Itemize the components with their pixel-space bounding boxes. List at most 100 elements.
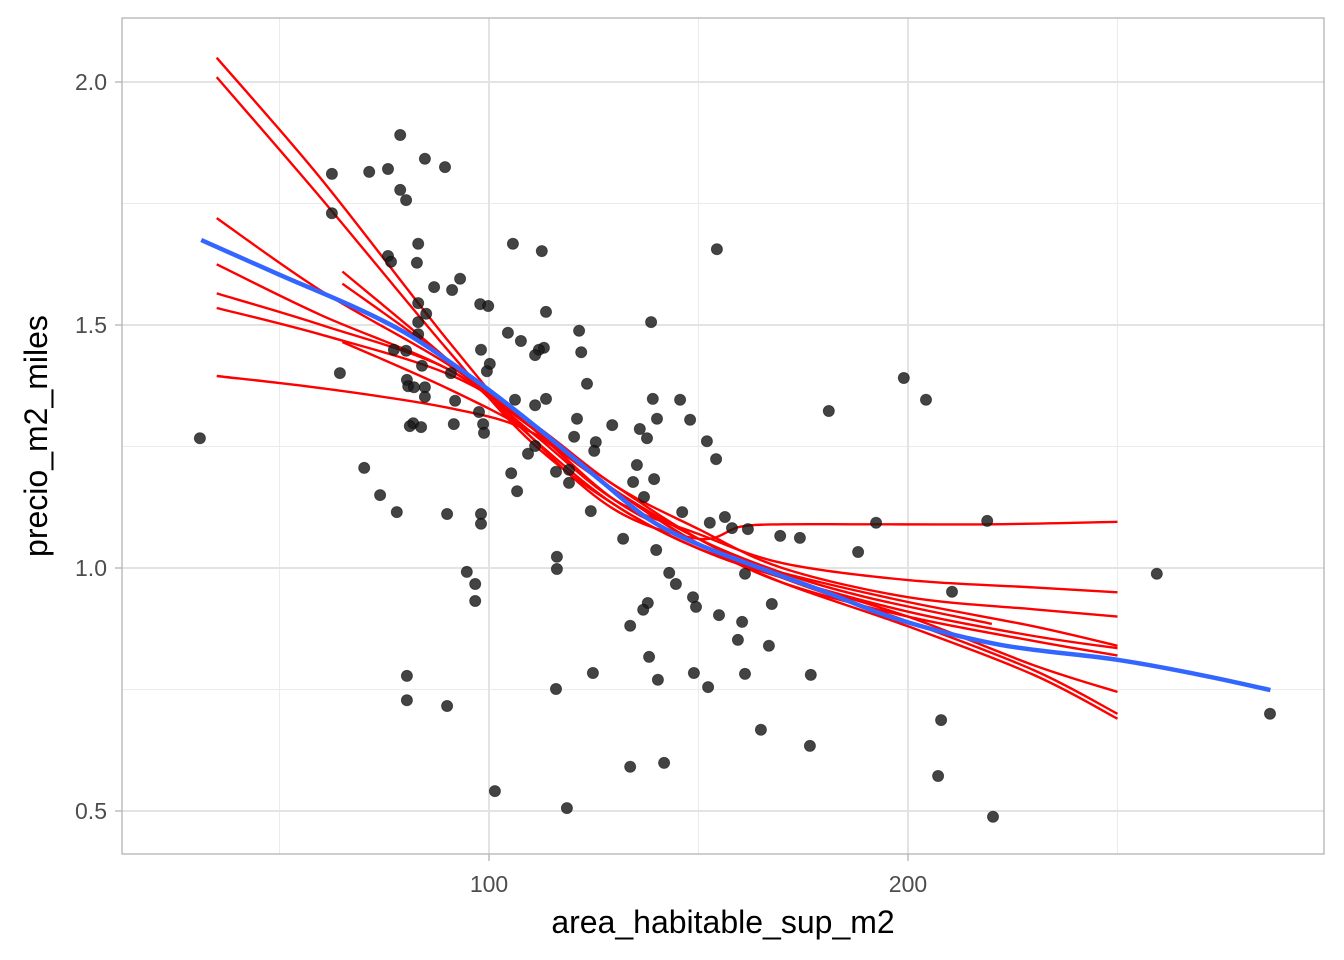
data-point (550, 550, 563, 563)
data-point (407, 381, 420, 394)
data-point (739, 667, 752, 680)
data-point (550, 563, 563, 576)
x-tick-label: 100 (470, 871, 508, 897)
data-point (741, 523, 754, 536)
data-point (454, 272, 467, 285)
data-point (410, 256, 423, 269)
data-point (573, 324, 586, 337)
data-point (420, 307, 433, 320)
data-point (630, 458, 643, 471)
data-point (529, 439, 542, 452)
data-point (674, 393, 687, 406)
data-point (550, 683, 563, 696)
data-point (193, 432, 206, 445)
data-point (669, 578, 682, 591)
data-point (762, 639, 775, 652)
data-point (505, 467, 518, 480)
data-point (870, 516, 883, 529)
data-point (412, 297, 425, 310)
data-point (803, 739, 816, 752)
data-point (651, 673, 664, 686)
panel-background (122, 18, 1324, 854)
resample-line-4 (216, 263, 1119, 715)
data-point (920, 393, 933, 406)
data-point (774, 529, 787, 542)
data-point (325, 167, 338, 180)
data-point (624, 760, 637, 773)
data-point (793, 531, 806, 544)
x-axis-ticks: 100 200 (470, 854, 927, 897)
data-point (731, 633, 744, 646)
data-point (684, 413, 697, 426)
data-point (1264, 707, 1277, 720)
data-point (645, 316, 658, 329)
x-tick-label: 200 (889, 871, 927, 897)
y-tick-label: 1.5 (75, 312, 107, 338)
resample-line-8 (341, 270, 1118, 650)
data-point (643, 650, 656, 663)
data-point (480, 365, 493, 378)
data-point (438, 161, 451, 174)
data-point (384, 255, 397, 268)
data-point (415, 421, 428, 434)
data-point (403, 420, 416, 433)
y-tick-label: 2.0 (75, 69, 107, 95)
smooth-line-group (200, 237, 1271, 693)
resample-line-7 (216, 374, 1119, 720)
data-point (981, 514, 994, 527)
data-point (641, 432, 654, 445)
data-point (447, 418, 460, 431)
data-point (400, 194, 413, 207)
data-point (441, 700, 454, 713)
y-tick-label: 0.5 (75, 798, 107, 824)
data-point (522, 447, 535, 460)
data-point (363, 165, 376, 178)
data-point (560, 802, 573, 815)
data-point (700, 435, 713, 448)
data-point (418, 390, 431, 403)
data-point (627, 475, 640, 488)
resample-line-1 (215, 56, 1118, 541)
data-point (400, 669, 413, 682)
data-point (932, 770, 945, 783)
data-point (390, 506, 403, 519)
data-point (381, 162, 394, 175)
data-point (713, 609, 726, 622)
data-point (446, 283, 459, 296)
y-axis-title: precio_m2_miles (18, 315, 54, 557)
data-point (444, 367, 457, 380)
data-point (581, 377, 594, 390)
data-point (568, 430, 581, 443)
data-point (638, 490, 651, 503)
resample-line-6 (216, 306, 1118, 618)
smooth-line (200, 237, 1271, 693)
data-point (394, 128, 407, 141)
data-point (460, 565, 473, 578)
data-point (540, 305, 553, 318)
data-point (703, 516, 716, 529)
data-point (676, 506, 689, 519)
data-point (710, 243, 723, 256)
data-point (987, 810, 1000, 823)
data-point (718, 510, 731, 523)
data-point (488, 785, 501, 798)
data-point (529, 399, 542, 412)
data-point (374, 489, 387, 502)
data-point (441, 507, 454, 520)
x-axis-title: area_habitable_sup_m2 (551, 904, 894, 940)
data-point (726, 522, 739, 535)
data-point (575, 346, 588, 359)
data-point (739, 567, 752, 580)
data-point (333, 367, 346, 380)
data-point (449, 394, 462, 407)
data-point (506, 237, 519, 250)
data-point (508, 393, 521, 406)
data-point (387, 343, 400, 356)
data-point (469, 578, 482, 591)
data-point (648, 473, 661, 486)
data-point (415, 359, 428, 372)
scatter-points (193, 128, 1277, 823)
panel-border (121, 17, 1325, 855)
data-point (400, 694, 413, 707)
data-point (606, 419, 619, 432)
